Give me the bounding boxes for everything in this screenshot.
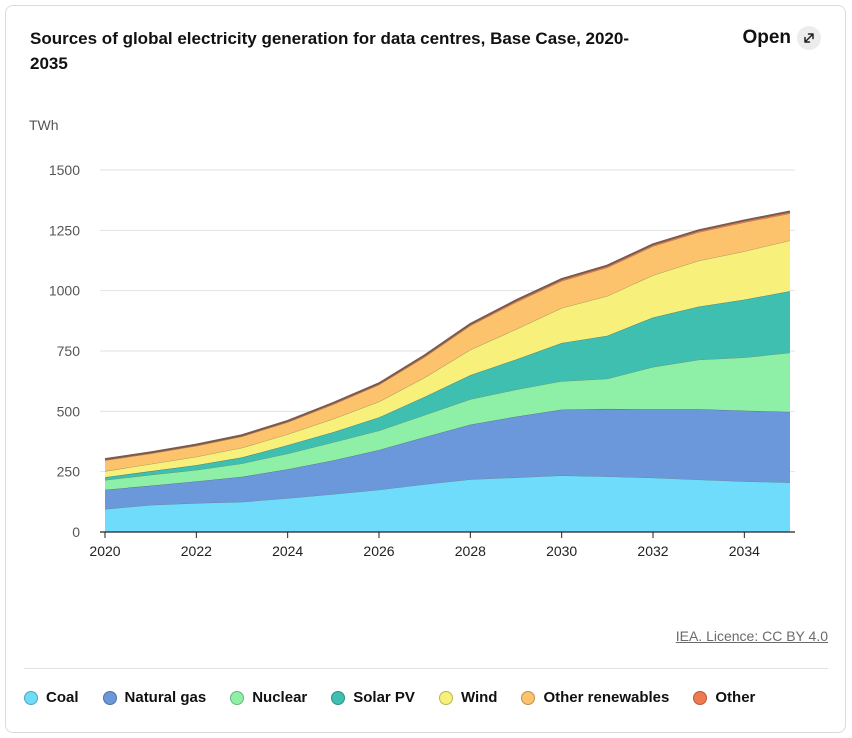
- area-solar-pv[interactable]: [105, 291, 790, 481]
- legend-label: Other renewables: [543, 689, 670, 706]
- legend-swatch: [438, 690, 453, 705]
- legend-label: Nuclear: [252, 689, 308, 706]
- x-tick-label: 2032: [637, 543, 668, 559]
- legend-item-nuclear[interactable]: Nuclear: [230, 689, 307, 706]
- expand-icon[interactable]: [797, 26, 821, 50]
- legend-swatch: [521, 690, 536, 705]
- area-wind[interactable]: [105, 240, 790, 478]
- area-coal[interactable]: [105, 475, 790, 532]
- y-tick-label: 1000: [49, 283, 80, 299]
- x-tick-label: 2020: [89, 543, 120, 559]
- y-tick-label: 750: [57, 343, 81, 359]
- legend-swatch: [24, 690, 38, 705]
- legend-item-other-renewables[interactable]: Other renewables: [521, 689, 669, 706]
- area-nuclear[interactable]: [105, 352, 790, 490]
- chart-legend: Coal Natural gas Nuclear Solar PV Wind Other …: [24, 689, 755, 706]
- legend-swatch: [693, 690, 708, 705]
- legend-swatch: [102, 690, 117, 705]
- legend-label: Wind: [460, 689, 498, 706]
- area-natural-gas[interactable]: [105, 408, 790, 510]
- chart-title: Sources of global electricity generation…: [30, 29, 630, 73]
- x-tick-label: 2026: [363, 543, 394, 559]
- legend-item-solar-pv[interactable]: Solar PV: [331, 689, 415, 706]
- legend-item-other[interactable]: Other: [693, 689, 755, 706]
- y-tick-label: 1250: [49, 222, 80, 238]
- series-line-other: [104, 210, 791, 461]
- area-other-renewables[interactable]: [105, 213, 790, 472]
- y-tick-label: 250: [57, 464, 81, 480]
- open-button[interactable]: Open: [742, 26, 821, 50]
- legend-label: Solar PV: [353, 689, 415, 706]
- open-label: Open: [742, 27, 791, 48]
- legend-swatch: [230, 690, 245, 705]
- x-tick-label: 2022: [181, 543, 212, 559]
- legend-item-coal[interactable]: Coal: [24, 689, 79, 706]
- x-tick-label: 2030: [546, 543, 577, 559]
- legend-item-wind[interactable]: Wind: [438, 689, 498, 706]
- y-tick-label: 1500: [49, 162, 80, 178]
- legend-label: Coal: [46, 689, 79, 706]
- y-axis-unit-label: TWh: [29, 117, 59, 133]
- stacked-area-chart: TWh 0 250 500 750 1000 1250 1500 2020 2022 2024 2…: [29, 117, 795, 559]
- y-tick-label: 0: [72, 524, 80, 540]
- legend-item-natural-gas[interactable]: Natural gas: [102, 689, 207, 706]
- x-tick-label: 2024: [272, 543, 303, 559]
- legend-label: Other: [715, 689, 756, 706]
- y-tick-label: 500: [57, 403, 81, 419]
- legend-label: Natural gas: [124, 689, 207, 706]
- licence-link[interactable]: IEA. Licence: CC BY 4.0: [675, 628, 828, 644]
- x-tick-label: 2034: [729, 543, 760, 559]
- x-tick-label: 2028: [455, 543, 486, 559]
- legend-divider: [24, 668, 828, 669]
- legend-swatch: [331, 690, 346, 705]
